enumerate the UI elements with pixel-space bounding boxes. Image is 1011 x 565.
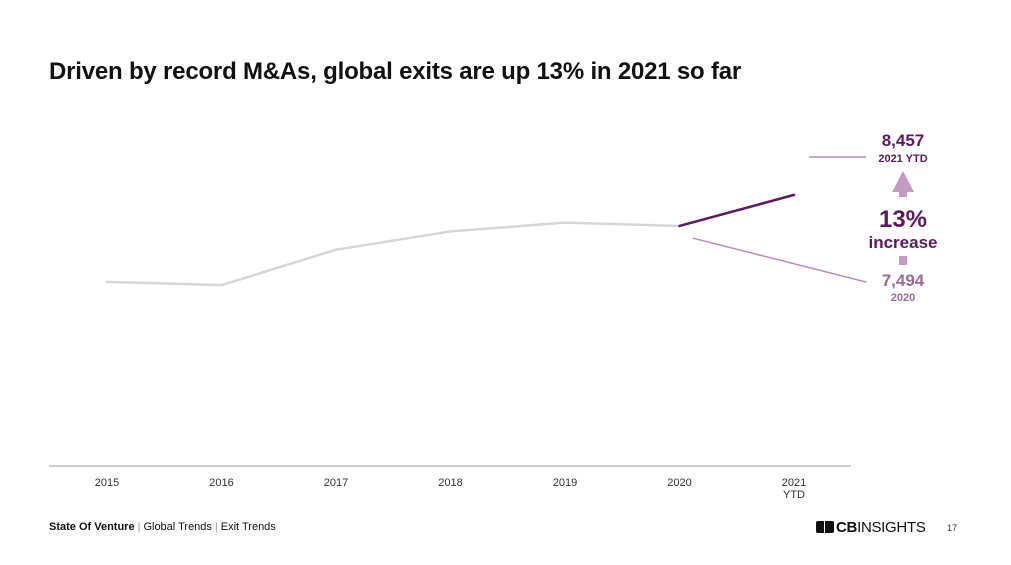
footer-crumb-exit-trends[interactable]: Exit Trends (220, 521, 276, 533)
footer-separator: | (137, 521, 141, 533)
annotation-label-2021: 2021 YTD (878, 153, 927, 165)
x-tick-label: 2015 (95, 477, 119, 489)
annotation-label-2020: 2020 (891, 292, 915, 304)
annotation-percent: 13% (879, 206, 927, 233)
cbinsights-logo: CBINSIGHTS (816, 518, 926, 536)
annotation-value-2021: 8,457 (882, 131, 925, 150)
footer-separator: | (214, 521, 218, 533)
x-tick-label-sub: YTD (783, 489, 805, 501)
footer-crumb-global-trends[interactable]: Global Trends (143, 521, 212, 533)
series-line-2020-comparison (692, 237, 867, 283)
page-title: Driven by record M&As, global exits are … (49, 58, 742, 85)
series-line-2021-highlight (678, 193, 796, 228)
cbinsights-logo-text: CBINSIGHTS (836, 518, 926, 536)
cbinsights-logo-icon (816, 521, 834, 533)
page-number: 17 (947, 523, 958, 533)
increase-arrow-shaft (899, 191, 907, 197)
footer-section[interactable]: State Of Venture (49, 521, 135, 533)
increase-arrow-base (899, 256, 907, 265)
footer-breadcrumb: State Of Venture | Global Trends | Exit Tren… (49, 521, 276, 533)
x-tick-label: 2018 (438, 477, 462, 489)
annotation-percent-label: increase (869, 233, 938, 252)
series-line-history (105, 221, 681, 287)
x-tick-label: 2016 (209, 477, 233, 489)
x-tick-label: 2019 (553, 477, 577, 489)
annotation-value-2020: 7,494 (882, 271, 925, 290)
x-tick-label: 2021 (782, 477, 806, 489)
x-tick-label: 2020 (667, 477, 691, 489)
increase-arrow-icon (892, 171, 914, 192)
x-tick-label: 2017 (324, 477, 348, 489)
